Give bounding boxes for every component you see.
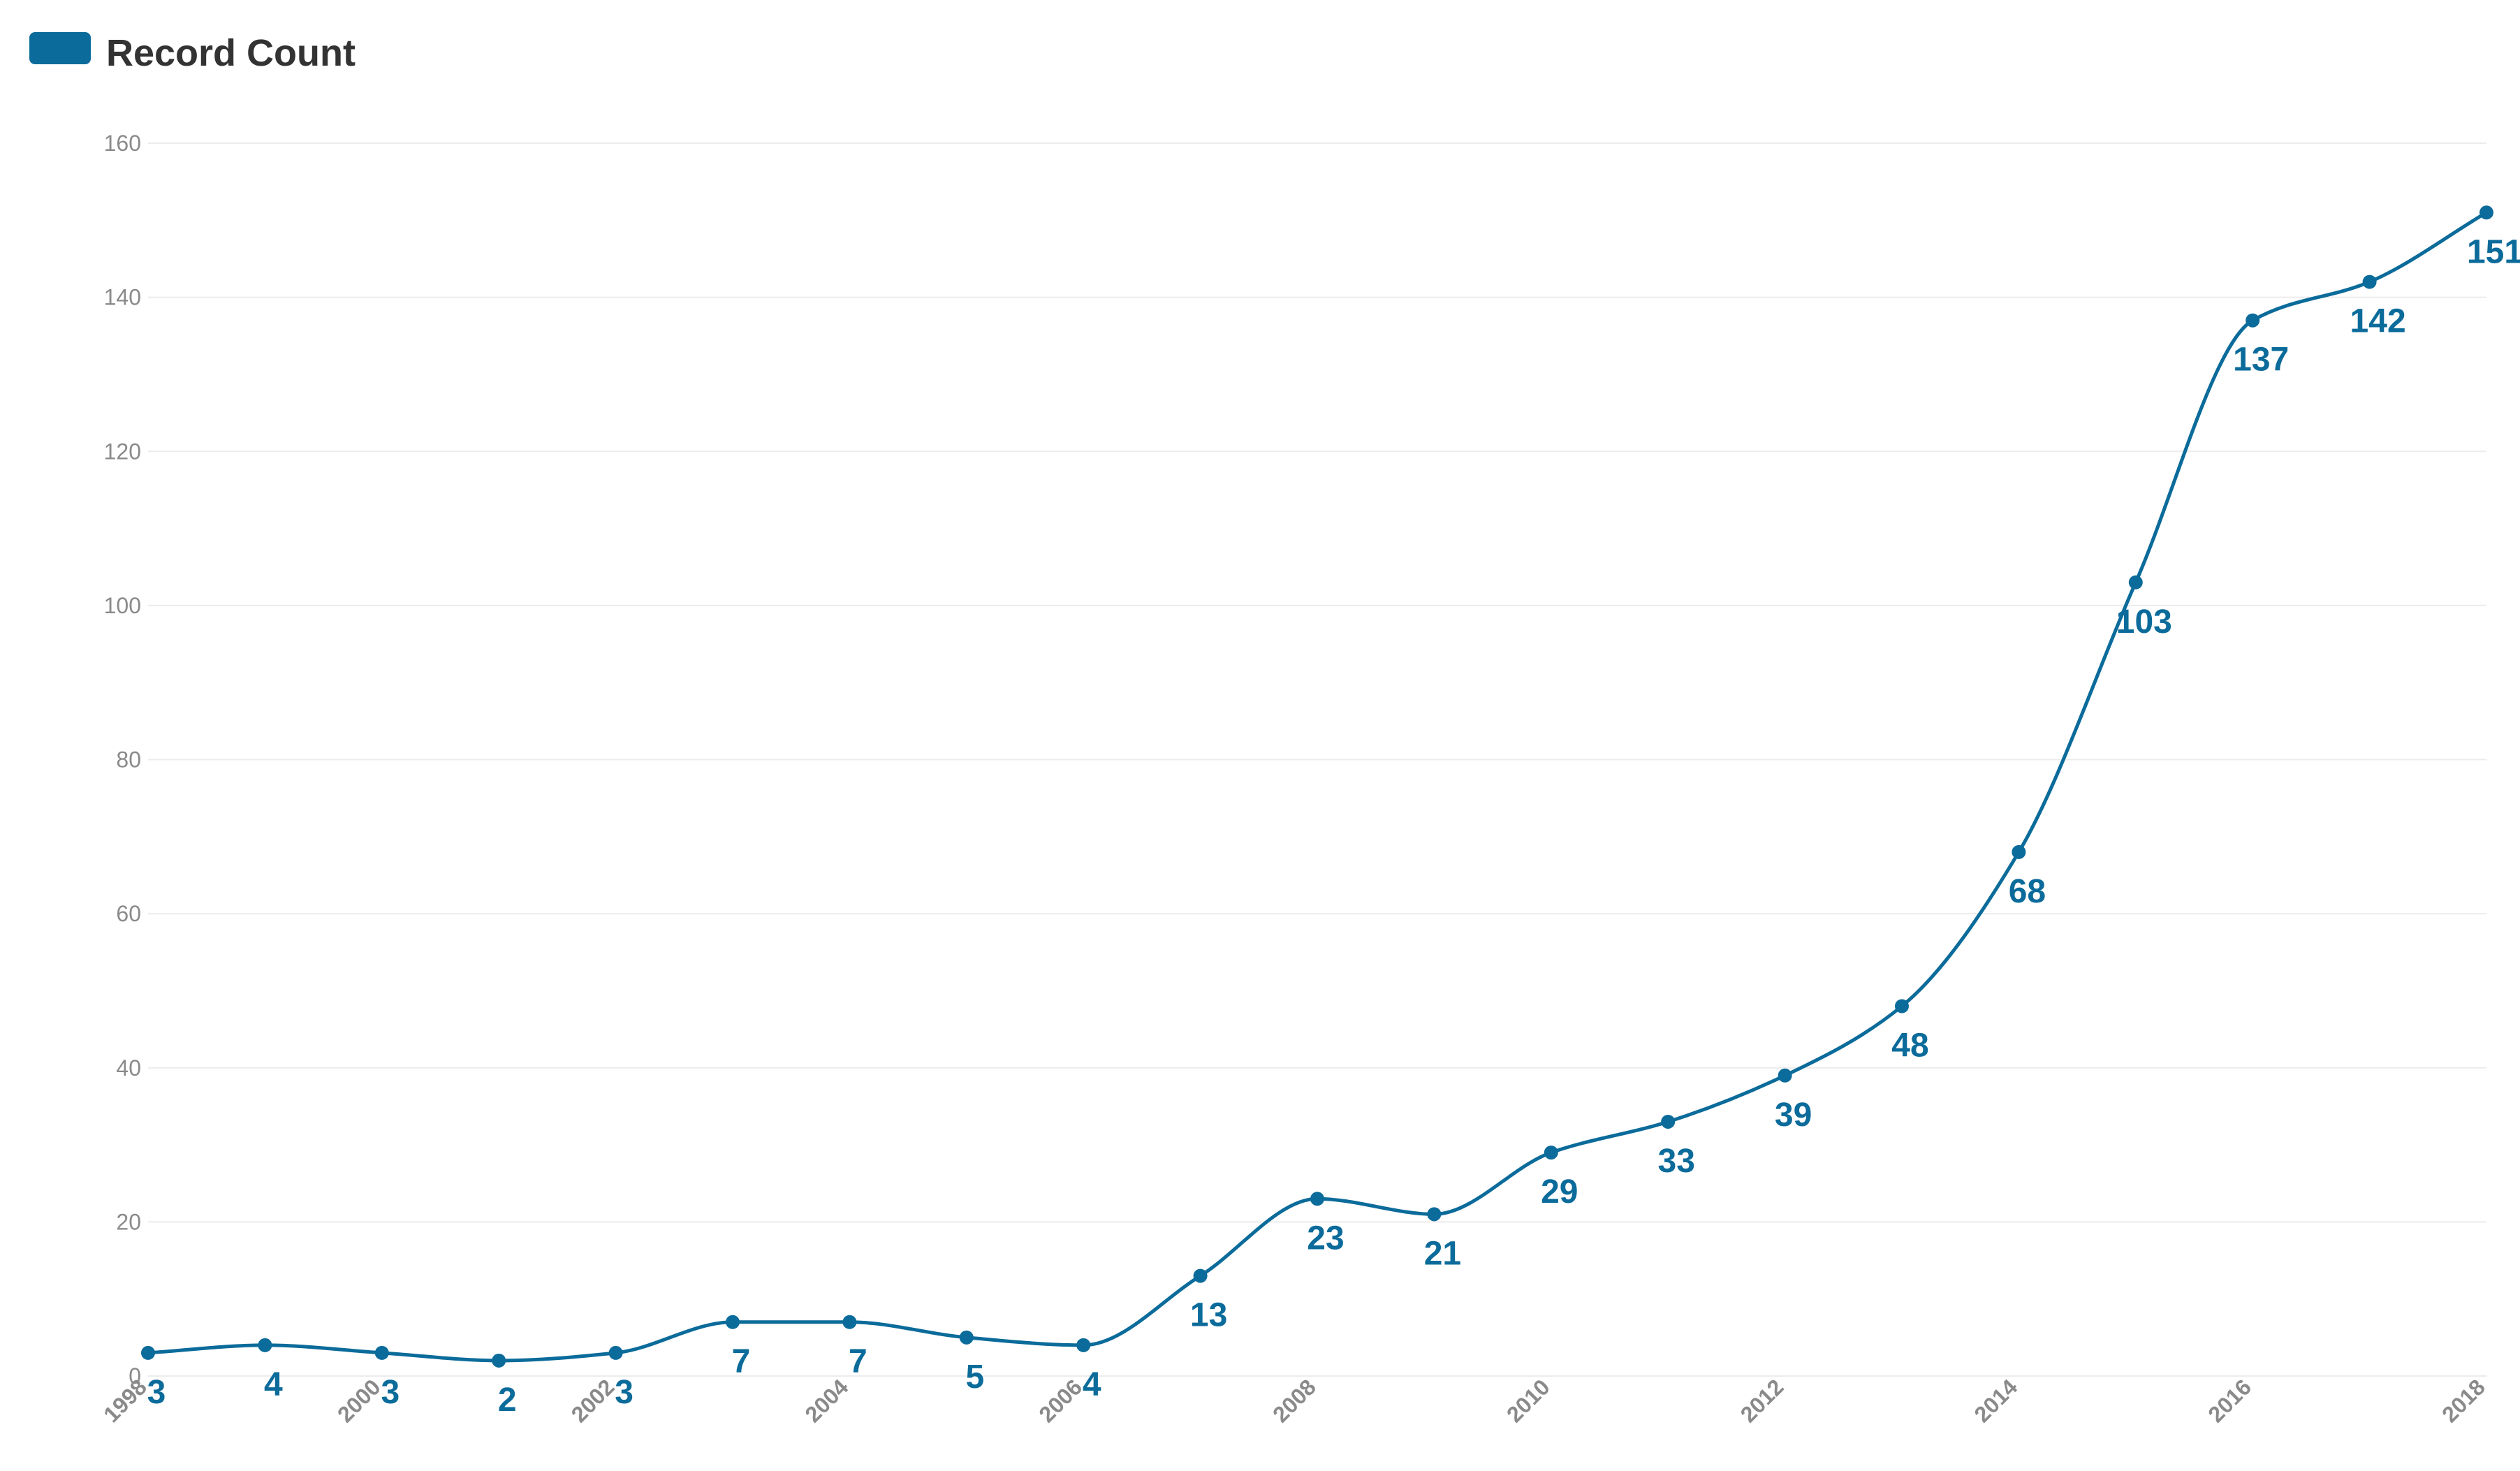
- data-label: 68: [2009, 873, 2046, 910]
- data-label: 48: [1891, 1027, 1928, 1064]
- data-label: 7: [732, 1343, 751, 1380]
- y-tick-label: 20: [116, 1209, 141, 1234]
- series-record-count: [141, 205, 2493, 1368]
- y-tick-label: 120: [104, 439, 141, 464]
- data-point[interactable]: [1193, 1268, 1208, 1283]
- x-tick-label: 2002: [566, 1374, 620, 1427]
- data-point[interactable]: [374, 1345, 389, 1360]
- data-label: 3: [615, 1374, 633, 1411]
- data-point[interactable]: [959, 1330, 974, 1345]
- legend-label: Record Count: [106, 32, 356, 74]
- data-point[interactable]: [141, 1345, 155, 1360]
- data-point[interactable]: [2362, 275, 2377, 289]
- x-axis: 1998 2000 2002 2004 2006 2008 2010 2012 2014 2016…: [98, 1374, 2490, 1427]
- y-tick-label: 140: [104, 285, 141, 310]
- y-tick-label: 160: [104, 131, 141, 156]
- x-tick-label: 2016: [2203, 1374, 2256, 1427]
- y-tick-label: 0: [129, 1363, 141, 1389]
- x-tick-label: 2014: [1970, 1374, 2023, 1427]
- y-axis: 0 20 40 60 80 100 120 140 160: [104, 131, 141, 1389]
- x-tick-label: 1998: [98, 1374, 152, 1427]
- data-point[interactable]: [1076, 1338, 1091, 1352]
- data-point[interactable]: [1310, 1192, 1324, 1206]
- data-point[interactable]: [726, 1315, 740, 1329]
- x-tick-label: 2012: [1736, 1374, 1789, 1427]
- data-point[interactable]: [258, 1338, 272, 1352]
- data-label: 23: [1307, 1220, 1344, 1257]
- data-label: 21: [1424, 1235, 1461, 1272]
- data-point[interactable]: [2012, 844, 2026, 859]
- x-tick-label: 2000: [332, 1374, 386, 1427]
- data-point[interactable]: [1661, 1114, 1676, 1129]
- x-tick-label: 2004: [800, 1374, 854, 1427]
- data-label: 103: [2116, 603, 2172, 641]
- data-label: 7: [849, 1343, 867, 1380]
- data-label: 4: [264, 1366, 283, 1403]
- data-label: 13: [1190, 1297, 1227, 1334]
- legend: Record Count: [29, 32, 356, 74]
- data-label: 3: [381, 1374, 400, 1411]
- y-tick-label: 80: [116, 747, 141, 773]
- data-label: 4: [1083, 1366, 1101, 1403]
- data-point[interactable]: [842, 1315, 857, 1329]
- x-tick-label: 2010: [1502, 1374, 1555, 1427]
- data-point[interactable]: [2479, 205, 2493, 220]
- data-point[interactable]: [1427, 1207, 1442, 1222]
- y-tick-label: 100: [104, 593, 141, 618]
- data-point[interactable]: [1895, 999, 1909, 1013]
- data-point[interactable]: [2246, 313, 2260, 328]
- data-point[interactable]: [1778, 1068, 1792, 1083]
- y-tick-label: 40: [116, 1055, 141, 1081]
- data-label: 142: [2350, 303, 2406, 340]
- legend-swatch: [29, 32, 91, 64]
- x-tick-label: 2018: [2437, 1374, 2490, 1427]
- data-label: 3: [147, 1374, 166, 1411]
- data-label: 137: [2233, 342, 2289, 379]
- grid: [148, 142, 2486, 1377]
- y-tick-label: 60: [116, 901, 141, 926]
- series-line: [147, 211, 2488, 1363]
- data-point[interactable]: [492, 1353, 506, 1368]
- data-label: 33: [1658, 1143, 1695, 1180]
- data-label: 39: [1775, 1097, 1812, 1134]
- x-tick-label: 2006: [1034, 1374, 1087, 1427]
- data-label: 2: [498, 1382, 517, 1419]
- x-tick-label: 2008: [1268, 1374, 1321, 1427]
- data-point[interactable]: [2128, 575, 2143, 590]
- data-label: 5: [965, 1359, 984, 1396]
- data-point[interactable]: [608, 1345, 623, 1360]
- data-label: 151: [2467, 233, 2520, 270]
- data-point[interactable]: [1544, 1146, 1558, 1160]
- data-label: 29: [1541, 1173, 1578, 1210]
